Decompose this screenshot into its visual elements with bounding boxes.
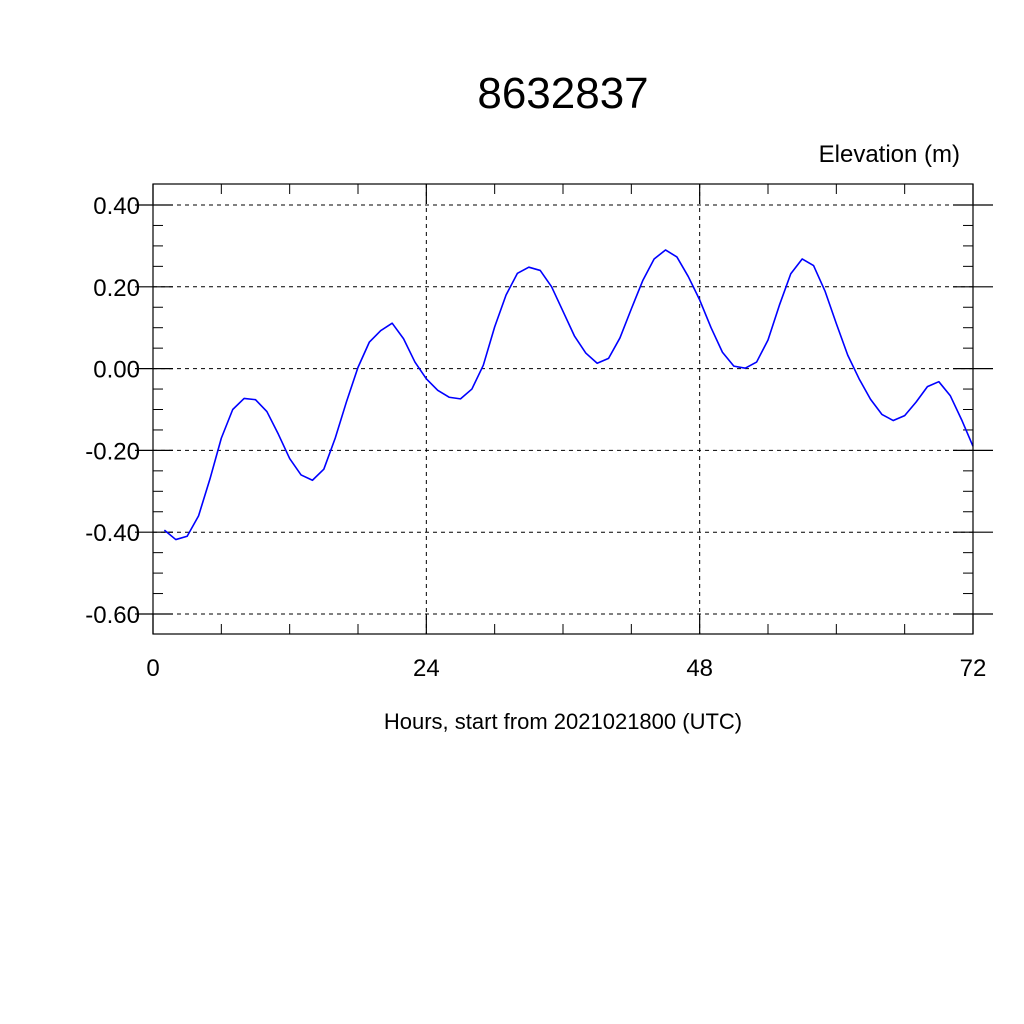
data-point [300, 474, 301, 475]
data-point [449, 397, 450, 398]
data-point [266, 411, 267, 412]
data-point [540, 270, 541, 271]
data-point [676, 256, 677, 257]
data-point [403, 338, 404, 339]
data-point [528, 267, 529, 268]
data-point [665, 249, 666, 250]
series-line [163, 249, 974, 541]
series-layer [163, 249, 974, 541]
data-point [198, 515, 199, 516]
plot-frame [152, 183, 974, 635]
x-tick-label: 72 [960, 655, 987, 682]
data-point [551, 286, 552, 287]
y-tick-label: 0.00 [93, 357, 140, 384]
data-point [164, 530, 165, 531]
data-point [289, 458, 290, 459]
data-point [187, 536, 188, 537]
data-point [881, 414, 882, 415]
x-tick-label: 0 [146, 655, 159, 682]
data-point [346, 401, 347, 402]
data-point [597, 363, 598, 364]
data-point [471, 388, 472, 389]
data-point [505, 294, 506, 295]
y-tick-label: 0.40 [93, 193, 140, 220]
data-point [847, 355, 848, 356]
data-point [745, 368, 746, 369]
x-tick-label: 48 [686, 655, 713, 682]
axis-ticks [135, 184, 993, 634]
tick-labels: 0.40 0.20 0.00 -0.20 -0.40 -0.600 24 48 72 [85, 193, 986, 682]
data-point [802, 258, 803, 259]
data-point [642, 280, 643, 281]
data-point [380, 330, 381, 331]
data-point [312, 480, 313, 481]
chart-title: 8632837 [477, 69, 648, 118]
data-point [244, 398, 245, 399]
data-point [767, 339, 768, 340]
y-axis-label: Elevation (m) [819, 141, 960, 168]
data-point [323, 469, 324, 470]
data-point [483, 365, 484, 366]
data-point [585, 352, 586, 353]
data-point [414, 361, 415, 362]
data-point [733, 366, 734, 367]
data-point [710, 327, 711, 328]
data-point [494, 326, 495, 327]
data-point [950, 395, 951, 396]
data-point [938, 381, 939, 382]
data-point [175, 539, 176, 540]
data-point [859, 378, 860, 379]
data-point [608, 358, 609, 359]
y-tick-label: -0.40 [85, 520, 140, 547]
data-point [357, 367, 358, 368]
data-point [437, 390, 438, 391]
data-point [893, 420, 894, 421]
data-point [836, 323, 837, 324]
data-point [232, 409, 233, 410]
data-point [574, 335, 575, 336]
y-tick-label: -0.60 [85, 602, 140, 629]
data-point [517, 273, 518, 274]
data-point [915, 402, 916, 403]
data-point [460, 398, 461, 399]
data-point [927, 386, 928, 387]
data-point [335, 438, 336, 439]
data-point [255, 399, 256, 400]
data-point [392, 323, 393, 324]
data-point [813, 265, 814, 266]
data-point [654, 258, 655, 259]
data-point [961, 419, 962, 420]
data-point [278, 433, 279, 434]
gridlines [152, 184, 974, 634]
data-point [619, 337, 620, 338]
y-tick-label: -0.20 [85, 438, 140, 465]
data-point [699, 299, 700, 300]
data-point [221, 438, 222, 439]
data-point [756, 361, 757, 362]
data-point [779, 305, 780, 306]
data-point [369, 341, 370, 342]
data-point [688, 276, 689, 277]
data-point [722, 352, 723, 353]
data-point [631, 308, 632, 309]
data-point [790, 273, 791, 274]
x-axis-label: Hours, start from 2021021800 (UTC) [384, 709, 742, 734]
data-point [209, 478, 210, 479]
data-point [426, 378, 427, 379]
data-point [562, 311, 563, 312]
data-point [824, 290, 825, 291]
y-tick-label: 0.20 [93, 275, 140, 302]
data-point [904, 415, 905, 416]
x-tick-label: 24 [413, 655, 440, 682]
data-point [870, 399, 871, 400]
